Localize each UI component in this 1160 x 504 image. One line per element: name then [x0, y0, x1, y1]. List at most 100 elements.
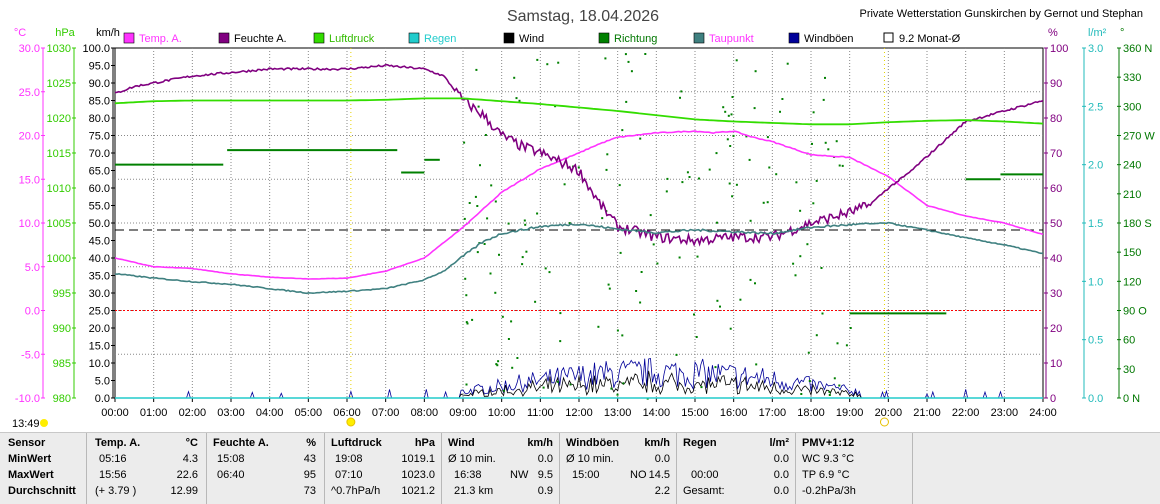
stats-pressure-min-time: 19:08 — [335, 453, 363, 465]
x-tick-label: 17:00 — [759, 407, 787, 419]
direction-point — [812, 111, 815, 114]
stats-humidity-max-time: 06:40 — [217, 469, 245, 481]
axis-tick-wind: 85.0 — [89, 96, 110, 108]
direction-point — [465, 294, 468, 297]
stats-wind-max-dir: NW — [510, 469, 529, 481]
direction-point — [556, 380, 559, 383]
stats-humidity-section: Feuchte A.% 15:08 43 06:40 95 73 — [207, 433, 325, 504]
x-tick-label: 00:00 — [101, 407, 129, 419]
x-tick-label: 07:00 — [372, 407, 400, 419]
stats-pressure-header: Luftdruck — [331, 437, 382, 449]
direction-point — [511, 366, 514, 369]
stats-humidity-max: 95 — [303, 469, 316, 481]
axis-tick-temp: 30.0 — [19, 43, 40, 55]
axis-tick-rain: 2.5 — [1088, 101, 1103, 113]
axis-tick-wind: 95.0 — [89, 61, 110, 73]
stats-rain-max: 0.0 — [773, 469, 789, 481]
x-tick-label: 22:00 — [952, 407, 980, 419]
axis-tick-temp: 25.0 — [19, 87, 40, 99]
direction-point — [754, 282, 756, 285]
x-tick-label: 03:00 — [217, 407, 245, 419]
axis-tick-wind: 100.0 — [82, 43, 110, 55]
axis-tick-pressure: 1025 — [47, 78, 71, 90]
direction-point — [656, 262, 659, 265]
axis-tick-rain: 3.0 — [1088, 43, 1103, 55]
direction-point — [498, 253, 500, 256]
direction-point — [800, 393, 803, 395]
axis-tick-wind: 5.0 — [95, 376, 110, 388]
direction-point — [483, 243, 486, 245]
direction-point — [546, 63, 549, 66]
legend-label: Luftdruck — [329, 33, 375, 45]
direction-point — [812, 202, 815, 205]
direction-point — [649, 214, 652, 217]
direction-point — [639, 137, 642, 140]
direction-point — [754, 70, 757, 73]
direction-point — [827, 148, 830, 151]
stats-gust-max-dir: NO — [630, 469, 647, 481]
direction-point — [833, 377, 836, 380]
direction-point — [698, 177, 700, 180]
x-tick-label: 05:00 — [295, 407, 323, 419]
axis-tick-pressure: 1030 — [47, 43, 71, 55]
direction-point — [606, 153, 609, 156]
direction-point — [728, 182, 731, 185]
x-tick-label: 04:00 — [256, 407, 284, 419]
legend-swatch — [788, 32, 800, 44]
legend-swatch — [693, 32, 705, 44]
direction-point — [693, 313, 695, 316]
direction-point — [477, 105, 480, 108]
axis-tick-direction: 360 N — [1123, 43, 1152, 55]
series-luftdruck-line — [114, 97, 1044, 126]
stats-gust-header: Windböen — [566, 437, 620, 449]
direction-point — [828, 394, 831, 396]
direction-point — [700, 386, 703, 389]
direction-point — [523, 219, 526, 222]
direction-point — [536, 212, 539, 215]
direction-point — [604, 57, 607, 60]
axis-tick-direction: 300 — [1123, 101, 1141, 113]
direction-point — [601, 217, 604, 220]
direction-point — [781, 98, 784, 100]
direction-point — [849, 327, 852, 329]
direction-point — [559, 340, 562, 343]
direction-point — [496, 364, 499, 367]
direction-point — [542, 386, 545, 389]
x-tick-label: 01:00 — [140, 407, 168, 419]
axis-tick-temp: 10.0 — [19, 218, 40, 230]
direction-point — [815, 179, 818, 182]
stats-wind-min-time: Ø 10 min. — [448, 453, 496, 465]
axis-tick-pressure: 990 — [53, 323, 71, 335]
stats-wind-header: Wind — [448, 437, 475, 449]
axis-tick-wind: 90.0 — [89, 78, 110, 90]
direction-point — [644, 53, 647, 55]
direction-point — [624, 53, 627, 56]
axis-tick-direction: 120 — [1123, 276, 1141, 288]
legend-swatch — [598, 32, 610, 44]
direction-point — [716, 299, 719, 302]
axis-tick-direction: 150 — [1123, 247, 1141, 259]
direction-point — [630, 70, 633, 73]
direction-point — [695, 336, 698, 338]
direction-point — [732, 134, 735, 137]
direction-point — [681, 181, 684, 184]
direction-point — [569, 383, 572, 386]
direction-point — [807, 351, 810, 354]
stats-wind-section: Wind km/h Ø 10 min. 0.0 16:38 NW 9.5 21.3 km… — [442, 433, 560, 504]
direction-point — [548, 271, 551, 274]
direction-point — [471, 318, 474, 321]
x-tick-label: 15:00 — [681, 407, 709, 419]
stats-pressure-min: 1019.1 — [401, 453, 435, 465]
direction-point — [722, 106, 725, 109]
stats-gust-unit: km/h — [644, 437, 670, 449]
axis-unit-temp: °C — [14, 27, 26, 39]
stats-temp-avg: 12.99 — [170, 485, 198, 497]
stats-wind-avg: 0.9 — [537, 485, 553, 497]
direction-point — [536, 58, 539, 61]
axis-tick-humidity: 50 — [1050, 218, 1062, 230]
legend-swatch — [408, 32, 420, 44]
stats-row-avg: Durchschnitt — [8, 485, 76, 497]
stats-row-max: MaxWert — [8, 469, 54, 481]
statistics-panel: Sensor MinWert MaxWert Durchschnitt Temp… — [0, 432, 1160, 504]
axis-tick-humidity: 0 — [1050, 393, 1056, 405]
